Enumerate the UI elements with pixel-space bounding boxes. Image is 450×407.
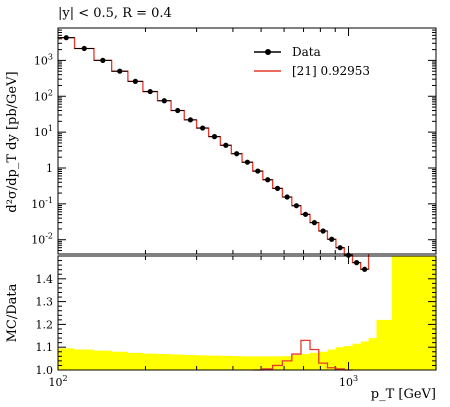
uncertainty-band-area xyxy=(58,256,436,370)
y-tick-label-main: 101 xyxy=(34,124,53,139)
legend-data-label: Data xyxy=(292,45,321,59)
legend: Data [21] 0.92953 xyxy=(254,45,370,78)
data-point xyxy=(329,236,335,242)
data-point xyxy=(337,245,343,251)
data-point xyxy=(223,142,229,148)
data-point xyxy=(284,194,290,200)
y-tick-label-main: 10-1 xyxy=(31,196,53,211)
data-point xyxy=(244,159,250,165)
y-tick-label-main: 103 xyxy=(34,52,53,67)
y-tick-label-main: 1 xyxy=(46,162,53,175)
data-point xyxy=(320,228,326,234)
data-point xyxy=(100,57,106,63)
y-tick-label-ratio: 1.4 xyxy=(36,273,54,286)
data-point xyxy=(234,151,240,157)
data-point xyxy=(187,117,194,123)
data-point xyxy=(311,220,318,226)
data-point xyxy=(161,98,167,104)
data-point xyxy=(255,168,261,174)
data-point xyxy=(63,35,69,41)
y-tick-label-ratio: 1.3 xyxy=(36,296,54,309)
top-series xyxy=(58,35,370,272)
data-point xyxy=(211,134,218,140)
data-point xyxy=(147,88,153,95)
x-axis-title: p_T [GeV] xyxy=(371,387,436,402)
data-point xyxy=(362,266,368,272)
data-point xyxy=(81,45,87,52)
ratio-plot: 102 103 1.0 1.1 1.2 1.3 1.4 xyxy=(36,255,437,389)
x-tick-label: 103 xyxy=(339,374,358,389)
y-axis-title-main: d²σ/dp_T dy [pb/GeV] xyxy=(5,71,20,212)
data-point xyxy=(117,68,123,74)
data-point xyxy=(353,260,360,266)
bottom-ticks: 102 103 1.0 1.1 1.2 1.3 1.4 xyxy=(36,255,437,389)
data-point xyxy=(274,185,281,191)
main-plot-frame xyxy=(57,27,437,255)
y-tick-label-ratio: 1.0 xyxy=(36,364,54,377)
legend-mc-label: [21] 0.92953 xyxy=(292,64,370,78)
y-tick-label-main: 10-2 xyxy=(31,232,53,247)
data-point xyxy=(265,177,271,183)
y-tick-label-ratio: 1.1 xyxy=(36,341,54,354)
y-tick-label-ratio: 1.2 xyxy=(36,318,54,331)
uncertainty-band xyxy=(58,256,436,370)
data-point xyxy=(132,78,139,84)
header-selection: |y| < 0.5, R = 0.4 xyxy=(58,6,172,21)
data-point xyxy=(175,107,181,114)
data-point xyxy=(293,203,300,209)
y-axis-title-ratio: MC/Data xyxy=(5,283,20,342)
y-tick-label-main: 102 xyxy=(34,88,53,103)
x-tick-label: 102 xyxy=(48,374,67,389)
legend-data-marker xyxy=(265,49,271,55)
main-plot: 103 102 101 1 10-1 10-2 xyxy=(31,27,437,272)
data-point xyxy=(200,125,206,131)
ratio-plot-frame xyxy=(57,255,437,371)
ratio-step-line xyxy=(252,339,353,371)
top-ticks: 103 102 101 1 10-1 10-2 xyxy=(31,27,437,255)
data-point xyxy=(302,211,309,217)
